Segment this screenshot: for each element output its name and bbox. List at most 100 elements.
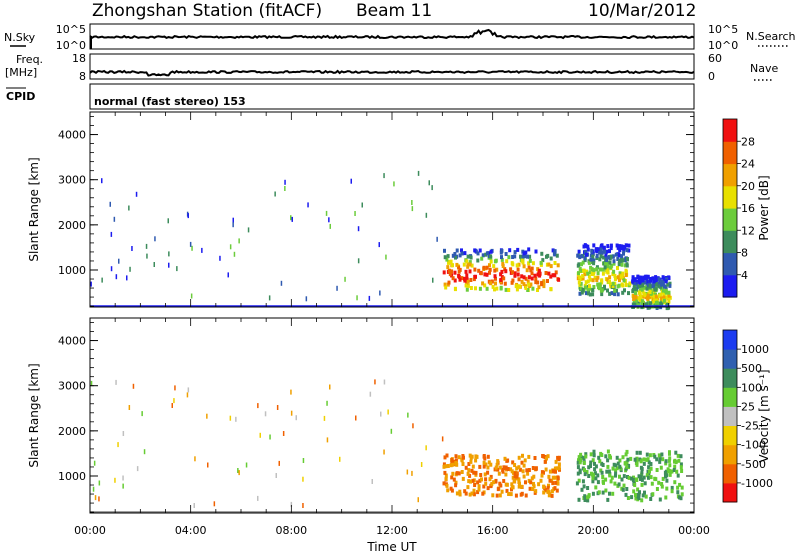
echo-cell — [619, 258, 623, 262]
echo-cell — [479, 473, 483, 477]
echo-cell — [599, 468, 603, 473]
colorbar-label: Velocity [m s⁻¹] — [757, 369, 771, 462]
echo-cell — [605, 266, 609, 271]
echo-cell — [661, 288, 665, 293]
echo-cell — [582, 244, 586, 249]
echo-cell — [604, 262, 608, 267]
echo-cell — [511, 278, 515, 283]
echo-cell — [507, 492, 511, 496]
echo-cell — [592, 453, 596, 458]
echo-cell — [556, 263, 560, 268]
echo-cell — [284, 179, 286, 185]
echo-cell — [555, 466, 559, 471]
echo-cell — [174, 385, 176, 391]
echo-cell — [494, 479, 498, 484]
echo-cell — [463, 489, 467, 494]
echo-cell — [583, 472, 587, 477]
echo-cell — [649, 497, 653, 501]
echo-cell — [578, 266, 582, 271]
echo-cell — [620, 254, 624, 259]
echo-cell — [553, 486, 557, 491]
echo-cell — [624, 268, 628, 273]
echo-cell — [627, 463, 631, 468]
echo-cell — [618, 458, 622, 463]
echo-cell — [502, 276, 506, 281]
echo-cell — [579, 452, 583, 457]
echo-cell — [556, 476, 560, 481]
echo-cell — [471, 478, 475, 483]
echo-cell — [458, 489, 462, 494]
echo-cell — [641, 283, 645, 288]
echo-cell — [605, 269, 609, 274]
echo-cell — [642, 457, 646, 462]
echo-cell — [500, 255, 503, 260]
echo-cell — [474, 470, 478, 475]
echo-cell — [524, 493, 528, 498]
echo-cell — [550, 489, 554, 494]
echo-cell — [580, 254, 583, 259]
echo-cell — [622, 248, 626, 253]
echo-cell — [500, 248, 504, 253]
echo-cell — [630, 495, 634, 500]
echo-cell — [580, 487, 584, 492]
echo-cell — [290, 215, 292, 221]
echo-cell — [633, 457, 637, 462]
echo-cell — [649, 278, 652, 283]
echo-cell — [302, 476, 304, 482]
echo-cell — [667, 276, 671, 281]
echo-cell — [583, 468, 586, 473]
echo-cell — [412, 423, 414, 429]
echo-cell — [472, 488, 476, 493]
echo-cell — [622, 278, 626, 283]
echo-cell — [505, 488, 509, 493]
echo-cell — [644, 274, 648, 279]
colorbar-tick-label: 1000 — [741, 343, 769, 356]
y-tick-label: 4000 — [58, 335, 86, 348]
echo-cell — [539, 478, 543, 483]
echo-cell — [635, 297, 639, 302]
nsky-tick-top: 10^5 — [56, 23, 86, 36]
echo-cell — [509, 267, 513, 272]
echo-cell — [597, 490, 601, 495]
echo-cell — [618, 247, 622, 252]
echo-cell — [657, 480, 661, 485]
echo-cell — [617, 252, 621, 257]
echo-cell — [550, 493, 554, 498]
echo-cell — [615, 288, 618, 293]
echo-cell — [290, 501, 293, 507]
echo-cell — [631, 279, 635, 284]
echo-cell — [622, 483, 626, 488]
echo-cell — [485, 251, 489, 256]
echo-cell — [380, 411, 382, 417]
echo-cell — [595, 254, 599, 258]
echo-cell — [634, 496, 638, 501]
echo-cell — [679, 465, 683, 470]
echo-cell — [523, 254, 527, 259]
echo-cell — [486, 486, 490, 491]
echo-cell — [625, 487, 629, 491]
echo-cell — [608, 249, 611, 254]
echo-cell — [498, 465, 502, 470]
colorbar-segment — [723, 482, 737, 503]
echo-cell — [488, 477, 492, 482]
echo-cell — [521, 260, 525, 265]
echo-cell — [634, 492, 637, 497]
echo-cell — [578, 275, 582, 280]
echo-cell — [605, 249, 609, 254]
echo-cell — [523, 458, 527, 463]
echo-cell — [485, 286, 489, 291]
echo-cell — [513, 463, 517, 467]
echo-cell — [668, 283, 672, 288]
echo-cell — [505, 482, 509, 487]
echo-cell — [633, 277, 637, 282]
echo-cell — [596, 473, 600, 478]
echo-cell — [645, 457, 649, 462]
echo-cell — [446, 265, 450, 270]
echo-cell — [447, 269, 451, 274]
echo-cell — [522, 275, 526, 280]
echo-cell — [92, 486, 95, 492]
echo-cell — [128, 205, 130, 211]
echo-cell — [444, 464, 448, 469]
freq-label-2: [MHz] — [5, 66, 37, 79]
echo-cell — [655, 457, 659, 462]
